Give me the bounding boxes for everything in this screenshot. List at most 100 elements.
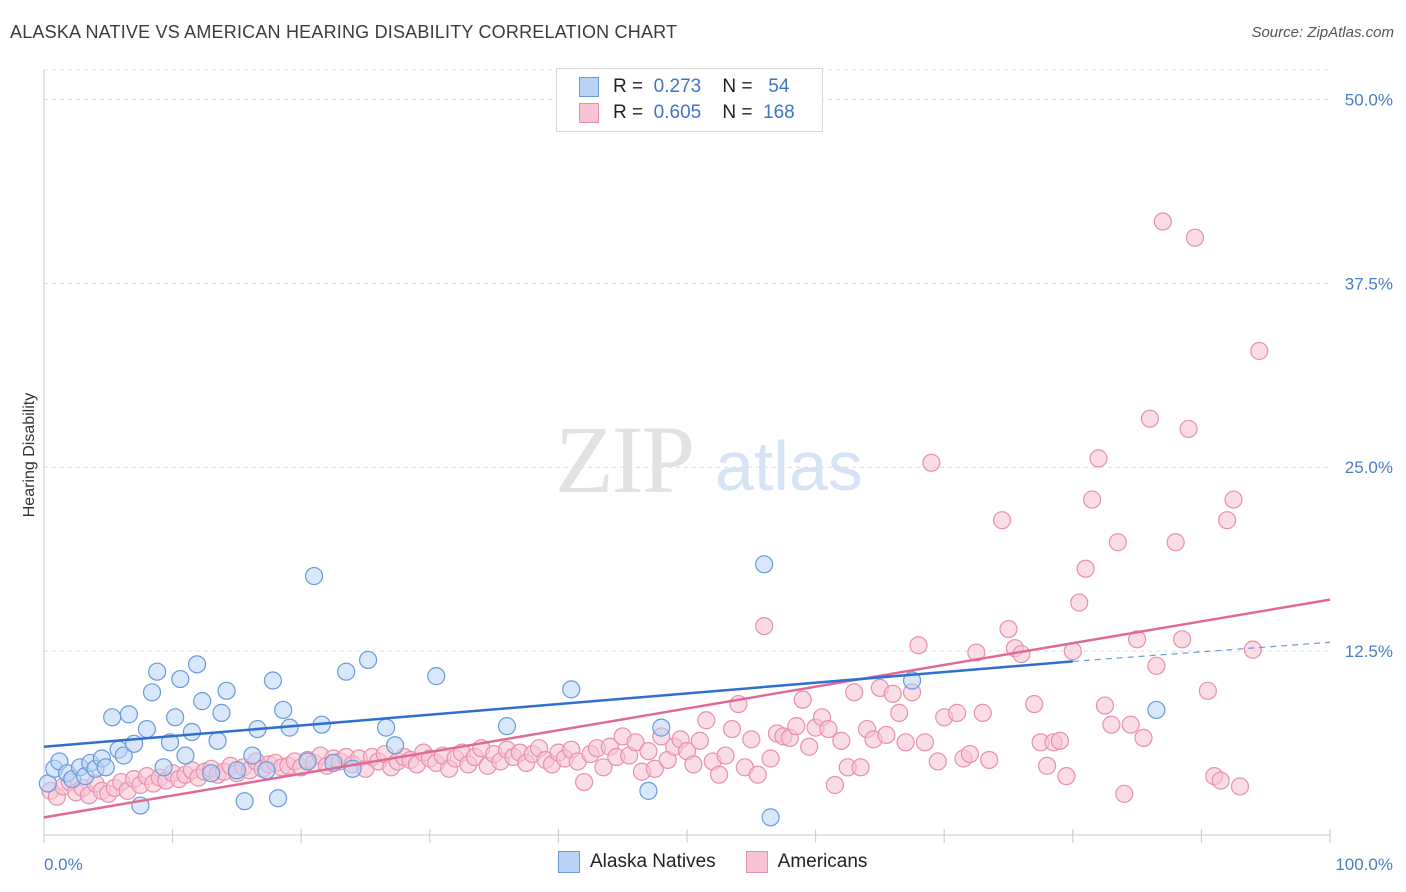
americans-point [1140, 409, 1160, 428]
legend-item-americans[interactable]: Americans [745, 851, 868, 873]
correlation-legend: R = 0.273 N = 54 R = 0.605 N = 168 [556, 68, 823, 132]
americans-point [1082, 490, 1102, 509]
alaska-natives-points [38, 555, 1166, 827]
legend-row-americans: R = 0.605 N = 168 [579, 101, 795, 125]
y-tick-label: 50.0% [1345, 90, 1393, 109]
americans-point [710, 765, 729, 784]
americans-point [1250, 341, 1269, 361]
alaska-natives-point [298, 752, 317, 771]
chart-title: ALASKA NATIVE VS AMERICAN HEARING DISABI… [10, 22, 678, 42]
americans-point [742, 730, 761, 749]
americans-point [1108, 533, 1127, 552]
americans-point [922, 453, 941, 472]
y-tick-label: 12.5% [1345, 642, 1393, 661]
r-label: R = [613, 102, 644, 123]
x-tick-label: 100.0% [1335, 855, 1393, 874]
alaska-natives-trend-line [43, 660, 1073, 748]
americans-point [1050, 731, 1070, 750]
alaska-natives-point [639, 781, 658, 800]
americans-point [1147, 656, 1166, 675]
legend-item-alaska-natives[interactable]: Alaska Natives [558, 851, 716, 873]
americans-point [1102, 715, 1121, 734]
americans-point [639, 742, 658, 761]
americans-point [928, 752, 947, 771]
americans-point [1224, 490, 1243, 509]
legend-swatch-blue [558, 851, 580, 873]
alaska-natives-point [755, 555, 774, 574]
americans-point [1089, 449, 1108, 468]
alaska-natives-point [142, 683, 162, 702]
r-label: R = [613, 76, 644, 97]
gridlines [44, 69, 1330, 652]
americans-point [883, 684, 902, 703]
r-value: 0.273 [653, 76, 702, 97]
legend-row-alaska: R = 0.273 N = 54 [579, 75, 789, 99]
legend-label: Americans [777, 851, 868, 872]
americans-point [1166, 533, 1185, 552]
alaska-natives-point [193, 692, 212, 711]
alaska-natives-point [263, 671, 283, 690]
alaska-natives-point [160, 733, 180, 752]
americans-point [819, 719, 838, 739]
series-legend: Alaska Natives Americans [558, 851, 897, 873]
axes [43, 70, 1331, 843]
alaska-natives-point [202, 764, 221, 783]
americans-point [1243, 640, 1262, 659]
americans-point [748, 765, 767, 784]
y-tick-labels: 12.5% 25.0% 37.5% 50.0% [1345, 90, 1393, 661]
americans-point [1185, 228, 1205, 247]
americans-point [1070, 593, 1089, 612]
alaska-natives-point [235, 792, 254, 811]
source-label: Source: ZipAtlas.com [1251, 24, 1394, 41]
americans-point [594, 758, 613, 777]
alaska-natives-point [274, 700, 293, 720]
americans-point [690, 731, 709, 750]
americans-point [626, 733, 645, 752]
alaska-natives-point [385, 736, 405, 755]
alaska-natives-point [208, 731, 227, 750]
alaska-natives-point [376, 718, 396, 737]
n-value: 54 [768, 76, 790, 97]
americans-point [1211, 771, 1230, 790]
alaska-natives-point [427, 667, 446, 686]
n-label: N = [722, 102, 753, 123]
americans-point [1230, 777, 1250, 796]
alaska-natives-point [176, 746, 195, 765]
americans-point [761, 749, 780, 768]
americans-point [575, 772, 594, 792]
americans-point [825, 775, 844, 795]
alaska-natives-point [358, 650, 378, 670]
alaska-natives-point [137, 719, 156, 739]
americans-point [845, 683, 864, 702]
alaska-natives-point [166, 708, 185, 727]
americans-point [716, 746, 735, 765]
americans-point [793, 690, 812, 709]
n-label: N = [722, 76, 753, 97]
watermark-zip: ZIP [555, 406, 693, 513]
n-value: 168 [763, 102, 795, 123]
x-tick-label: 0.0% [44, 855, 83, 874]
alaska-natives-point [148, 662, 167, 681]
alaska-natives-point [1147, 700, 1166, 720]
americans-point [697, 711, 716, 730]
americans-point [787, 717, 806, 736]
y-tick-label: 37.5% [1345, 274, 1393, 293]
americans-point [973, 703, 992, 722]
americans-point [896, 733, 915, 752]
alaska-natives-point [562, 680, 581, 699]
americans-point [1153, 212, 1172, 231]
alaska-natives-point [337, 662, 356, 681]
americans-point [909, 636, 928, 655]
alaska-natives-point [652, 718, 671, 737]
alaska-natives-point [96, 758, 115, 777]
americans-point [999, 619, 1018, 639]
americans-point [960, 744, 980, 764]
alaska-natives-point [268, 789, 288, 808]
alaska-natives-point [171, 669, 190, 689]
americans-point [1076, 559, 1095, 578]
alaska-natives-point [103, 708, 122, 727]
americans-point [1095, 696, 1115, 715]
legend-label: Alaska Natives [590, 851, 716, 872]
alaska-natives-point [154, 758, 173, 777]
americans-point [1127, 630, 1147, 649]
